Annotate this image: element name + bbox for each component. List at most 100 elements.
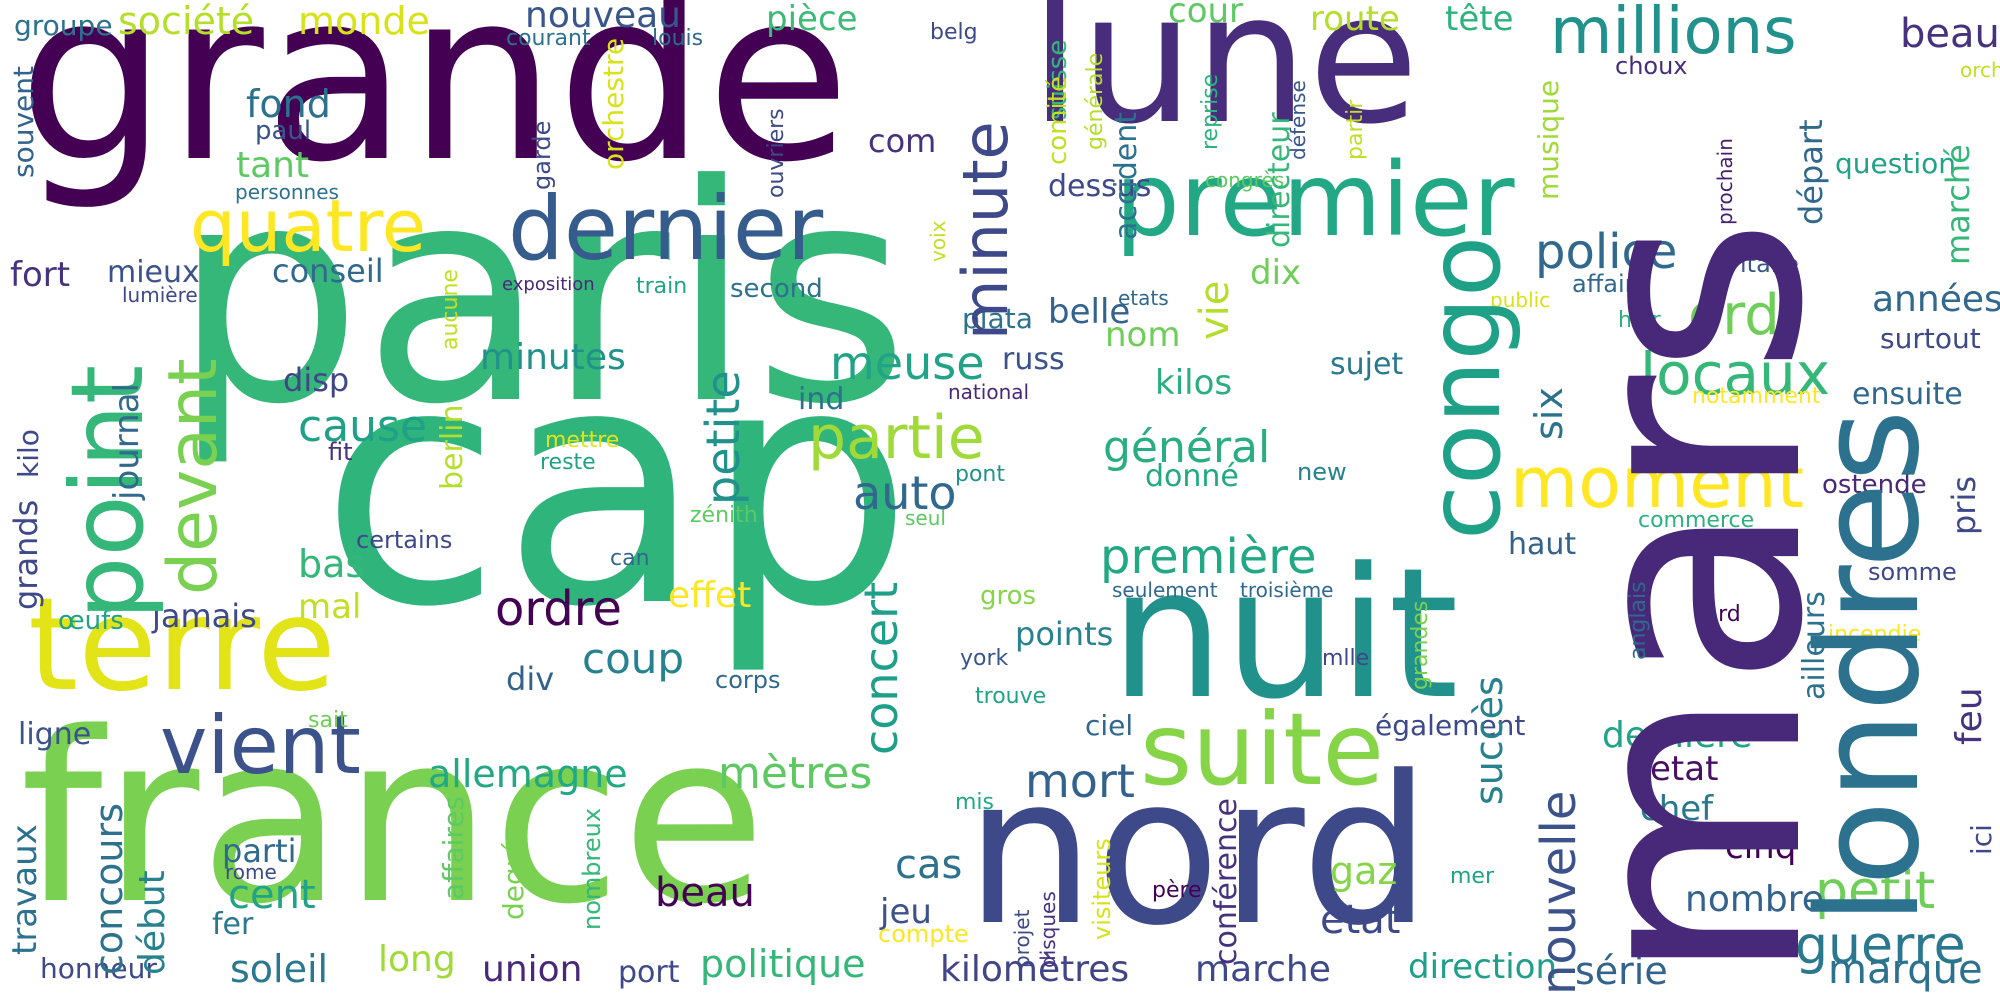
word-auto: auto <box>853 466 957 520</box>
word-millions: millions <box>1550 0 1797 69</box>
word-points: div <box>506 660 555 698</box>
word-mettre: national <box>948 380 1030 404</box>
word-vient: vient <box>160 699 361 792</box>
word-honneur: personnes <box>235 180 339 204</box>
word-suite: suite <box>1140 691 1384 808</box>
word-voix: voix <box>926 220 950 262</box>
word-incendie: incendie <box>1828 622 1922 647</box>
word-france: france <box>20 683 767 956</box>
word-belg: belg <box>930 20 978 45</box>
word-marque: ici <box>1965 824 1998 855</box>
word-minute: minute <box>949 121 1022 340</box>
word-cas: jeu <box>880 892 932 932</box>
word-fort: fort <box>10 255 71 295</box>
word-question: feu <box>1949 687 1990 745</box>
word-succes: succès <box>1467 676 1511 805</box>
word-york: gros <box>980 581 1037 611</box>
word-etat-acc: direction <box>1408 947 1557 987</box>
word-train: train <box>636 274 688 299</box>
word-seul: zénith <box>690 503 758 528</box>
word-disques: disques <box>1036 891 1060 968</box>
word-piece: pièce <box>766 0 858 39</box>
word-notamment: notamment <box>1692 384 1821 409</box>
word-mlle: mlle <box>1322 646 1370 671</box>
word-egalement: ailleurs <box>1797 591 1832 700</box>
word-direction: série <box>1575 949 1668 993</box>
word-ostende: ostende <box>1822 470 1927 500</box>
word-kilos: donné <box>1145 459 1239 494</box>
word-marche: marche <box>1195 949 1331 990</box>
word-trouve: corps <box>715 666 781 694</box>
word-ligne: années <box>1872 279 2000 320</box>
word-port: port <box>618 955 680 990</box>
word-journal: journal <box>107 382 147 500</box>
word-zenith: pont <box>955 462 1005 487</box>
word-six: russ <box>1002 342 1065 377</box>
word-semble: seul <box>905 506 946 530</box>
word-etats: congrès <box>1205 168 1285 192</box>
word-petite: petite <box>696 370 750 505</box>
word-dessus: com <box>868 122 937 160</box>
word-reste: mettre <box>545 428 620 453</box>
word-ord: ord <box>1688 283 1780 348</box>
word-cour: cour <box>1168 0 1244 31</box>
word-fer: concours <box>87 803 131 975</box>
word-somme: somme <box>1868 558 1957 586</box>
word-mal: jamais <box>152 597 257 635</box>
word-general: général <box>1103 422 1271 473</box>
word-mer: mer <box>1450 864 1495 889</box>
word-cinq: etat <box>1650 749 1719 789</box>
word-gros: can <box>610 546 650 571</box>
word-nombre: chef <box>1640 789 1714 829</box>
word-haut: cent <box>228 872 316 918</box>
word-hier: hier <box>1618 308 1661 333</box>
word-premiere: première <box>1100 529 1317 585</box>
word-ordre: ordre <box>495 581 622 637</box>
word-partie: partie <box>808 403 985 473</box>
word-nouveau: nouveau <box>525 0 681 36</box>
word-bas: mal <box>298 587 362 627</box>
word-but: cause <box>298 401 428 452</box>
word-pont: reste <box>540 450 596 475</box>
word-mieux: mieux <box>107 255 200 290</box>
word-italie: italie <box>1740 250 1799 278</box>
word-allemagne: allemagne <box>428 752 628 796</box>
word-lumiere: lumière <box>122 283 198 307</box>
word-cause: disp <box>283 361 350 399</box>
word-quatre: quatre <box>190 184 427 268</box>
word-annees: surtout <box>1880 322 1981 355</box>
word-lune: lune <box>1030 0 1419 164</box>
word-jeu: état <box>1320 897 1401 943</box>
word-cent: parti <box>222 832 297 870</box>
word-courant: courant <box>506 26 591 51</box>
word-pris: beaucoup <box>1900 11 2000 57</box>
word-minutes: ind <box>798 382 845 417</box>
word-derniere: dernière <box>1602 715 1753 756</box>
word-russ: minutes <box>480 337 626 378</box>
word-nombreux: nombreux <box>578 807 606 930</box>
word-serie: nombre <box>1685 879 1824 920</box>
word-degres: degrés <box>497 824 530 920</box>
word-locaux: locaux <box>1640 340 1831 408</box>
word-compte: compte <box>878 920 969 948</box>
word-cap: cap <box>320 295 914 679</box>
word-parti: fer <box>212 907 254 942</box>
word-belle: dessus <box>1048 169 1152 204</box>
word-rome: mis <box>955 790 995 815</box>
word-vie: vie <box>1192 280 1238 340</box>
word-nouvelle: nouvelle <box>1531 790 1587 995</box>
word-coup: coup <box>582 634 685 683</box>
word-souvent: souvent <box>7 66 40 178</box>
word-guerre: guerre <box>1795 916 1966 976</box>
word-grands: grands <box>7 499 45 610</box>
word-surtout: ensuite <box>1852 377 1963 412</box>
word-conference: ciel <box>1085 709 1134 742</box>
word-nom: kilos <box>1155 363 1233 403</box>
word-chef: cinq <box>1725 827 1797 867</box>
word-devant: devant <box>154 358 233 595</box>
word-anglais: anglais <box>1626 581 1651 660</box>
word-societe: société <box>118 0 255 43</box>
word-ailleurs: marque <box>1828 947 1983 993</box>
word-choux: choux <box>1615 52 1688 80</box>
